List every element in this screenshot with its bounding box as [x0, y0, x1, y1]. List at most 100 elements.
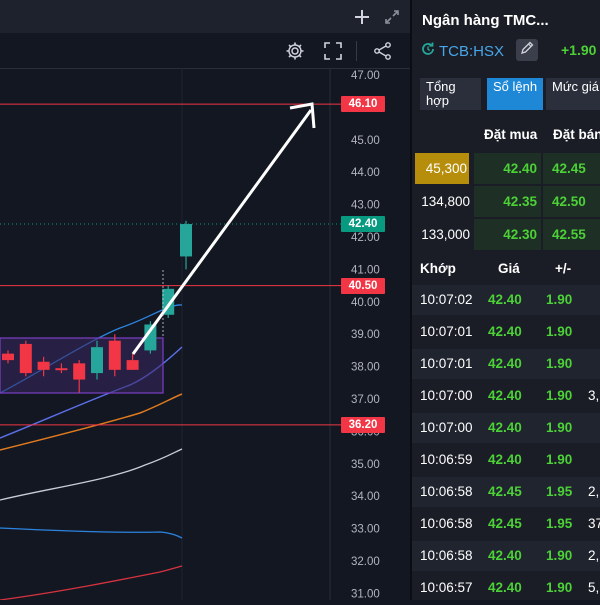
last-price-tag: 42.40: [341, 216, 385, 233]
trade-change: 1.90: [546, 356, 573, 371]
price-axis-label: 31.00: [351, 588, 380, 600]
trade-price: 42.40: [488, 420, 522, 435]
refresh-clock-icon: [420, 41, 436, 62]
trade-price: 42.40: [488, 452, 522, 467]
price-axis-label: 40.00: [351, 297, 380, 309]
trade-volume: 3,: [588, 388, 600, 403]
orderbook-row[interactable]: 45,300 42.40 42.45: [412, 153, 600, 184]
chart-toolbar: [0, 34, 410, 69]
match-time-header: Khớp: [420, 261, 456, 276]
candle[interactable]: [126, 353, 139, 370]
candle[interactable]: [2, 350, 14, 364]
price-axis-label: 37.00: [351, 394, 380, 406]
trade-price: 42.40: [488, 548, 522, 563]
price-line-tag[interactable]: 36.20: [341, 416, 385, 433]
trade-row[interactable]: 10:07:00 42.40 1.90 3,: [412, 381, 600, 411]
trade-time: 10:07:01: [420, 324, 473, 339]
trade-price: 42.40: [488, 580, 522, 595]
trade-change: 1.90: [546, 580, 573, 595]
price-axis-label: 44.00: [351, 167, 380, 179]
gear-icon[interactable]: [284, 40, 306, 62]
trade-price: 42.40: [488, 356, 522, 371]
fullscreen-icon[interactable]: [322, 40, 344, 62]
trade-time: 10:07:00: [420, 388, 473, 403]
trade-row[interactable]: 10:06:57 42.40 1.90 5,: [412, 573, 600, 600]
bid-header: Đặt mua: [484, 127, 538, 142]
ticker-link[interactable]: TCB:HSX: [420, 40, 504, 62]
tab-orderbook[interactable]: Sổ lệnh: [487, 78, 543, 110]
candle[interactable]: [19, 340, 32, 377]
bid-price[interactable]: 42.30: [474, 219, 541, 250]
trade-row[interactable]: 10:07:01 42.40 1.90: [412, 317, 600, 347]
ticker-symbol[interactable]: TCB:HSX: [439, 42, 505, 60]
price-axis-label: 47.00: [351, 70, 380, 82]
trade-change: 1.90: [546, 420, 573, 435]
price-line-tag[interactable]: 46.10: [341, 96, 385, 113]
indicator-line-red: [0, 565, 183, 601]
price-chart[interactable]: 47.0046.0045.0044.0043.0042.0041.0040.00…: [0, 68, 410, 601]
ask-price[interactable]: 42.50: [543, 186, 600, 217]
share-icon[interactable]: [372, 40, 394, 62]
candle-body: [37, 361, 50, 370]
price-axis-label: 32.00: [351, 556, 380, 568]
candle[interactable]: [55, 363, 68, 374]
trade-row[interactable]: 10:06:59 42.40 1.90: [412, 445, 600, 475]
price-axis-label: 33.00: [351, 524, 380, 536]
expand-arrows-icon[interactable]: [381, 6, 403, 28]
panel-divider[interactable]: [410, 0, 412, 600]
trade-change: 1.90: [546, 292, 573, 307]
trade-time: 10:06:58: [420, 548, 473, 563]
stock-name: Ngân hàng TMC...: [422, 12, 549, 29]
trend-arrow[interactable]: [131, 102, 316, 355]
candle[interactable]: [37, 356, 50, 377]
candle[interactable]: [144, 321, 157, 354]
ask-price[interactable]: 42.45: [543, 153, 600, 184]
trade-volume: 2,: [588, 548, 600, 563]
trade-row[interactable]: 10:06:58 42.45 1.95 37,: [412, 509, 600, 539]
candle[interactable]: [73, 360, 86, 393]
trade-time: 10:07:02: [420, 292, 473, 307]
toolbar-separator: [356, 41, 357, 61]
edit-button[interactable]: [516, 39, 538, 61]
trade-row[interactable]: 10:06:58 42.40 1.90 2,: [412, 541, 600, 571]
trade-row[interactable]: 10:07:01 42.40 1.90: [412, 349, 600, 379]
plus-icon[interactable]: [351, 6, 373, 28]
tab-price-levels[interactable]: Mức giá: [546, 78, 600, 110]
trade-time: 10:07:01: [420, 356, 473, 371]
candle[interactable]: [180, 220, 192, 270]
candle[interactable]: [108, 334, 121, 377]
bid-price[interactable]: 42.40: [474, 153, 541, 184]
bid-volume: 134,800: [421, 194, 470, 209]
trade-volume: 5,: [588, 580, 600, 595]
bid-price[interactable]: 42.35: [474, 186, 541, 217]
orderbook-row[interactable]: 133,000 42.30 42.55: [412, 219, 600, 250]
ask-header: Đặt bán: [553, 127, 600, 142]
match-change-header: +/-: [555, 261, 572, 276]
tab-summary[interactable]: Tổng hợp: [420, 78, 481, 110]
match-price-header: Giá: [498, 261, 520, 276]
trade-row[interactable]: 10:07:02 42.40 1.90: [412, 285, 600, 315]
trade-price: 42.45: [488, 484, 522, 499]
candle-body: [108, 340, 121, 370]
indicator-line-band: [0, 527, 183, 539]
candle[interactable]: [91, 340, 103, 380]
trade-change: 1.90: [546, 548, 573, 563]
trade-row[interactable]: 10:07:00 42.40 1.90: [412, 413, 600, 443]
trade-time: 10:07:00: [420, 420, 473, 435]
bid-volume: 45,300: [415, 153, 469, 184]
bid-volume: 133,000: [421, 227, 470, 242]
trade-volume: 37,: [588, 516, 600, 531]
trade-price: 42.40: [488, 388, 522, 403]
price-axis-label: 45.00: [351, 135, 380, 147]
trade-row[interactable]: 10:06:58 42.45 1.95 2,: [412, 477, 600, 507]
chart-panel[interactable]: 47.0046.0045.0044.0043.0042.0041.0040.00…: [0, 0, 410, 601]
price-line-tag[interactable]: 40.50: [341, 277, 385, 294]
trade-change: 1.90: [546, 388, 573, 403]
trade-price: 42.40: [488, 324, 522, 339]
orderbook-row[interactable]: 134,800 42.35 42.50: [412, 186, 600, 217]
price-axis-label: 35.00: [351, 459, 380, 471]
chart-canvas[interactable]: 47.0046.0045.0044.0043.0042.0041.0040.00…: [0, 68, 410, 601]
trade-time: 10:06:58: [420, 516, 473, 531]
ask-price[interactable]: 42.55: [543, 219, 600, 250]
trade-time: 10:06:59: [420, 452, 473, 467]
